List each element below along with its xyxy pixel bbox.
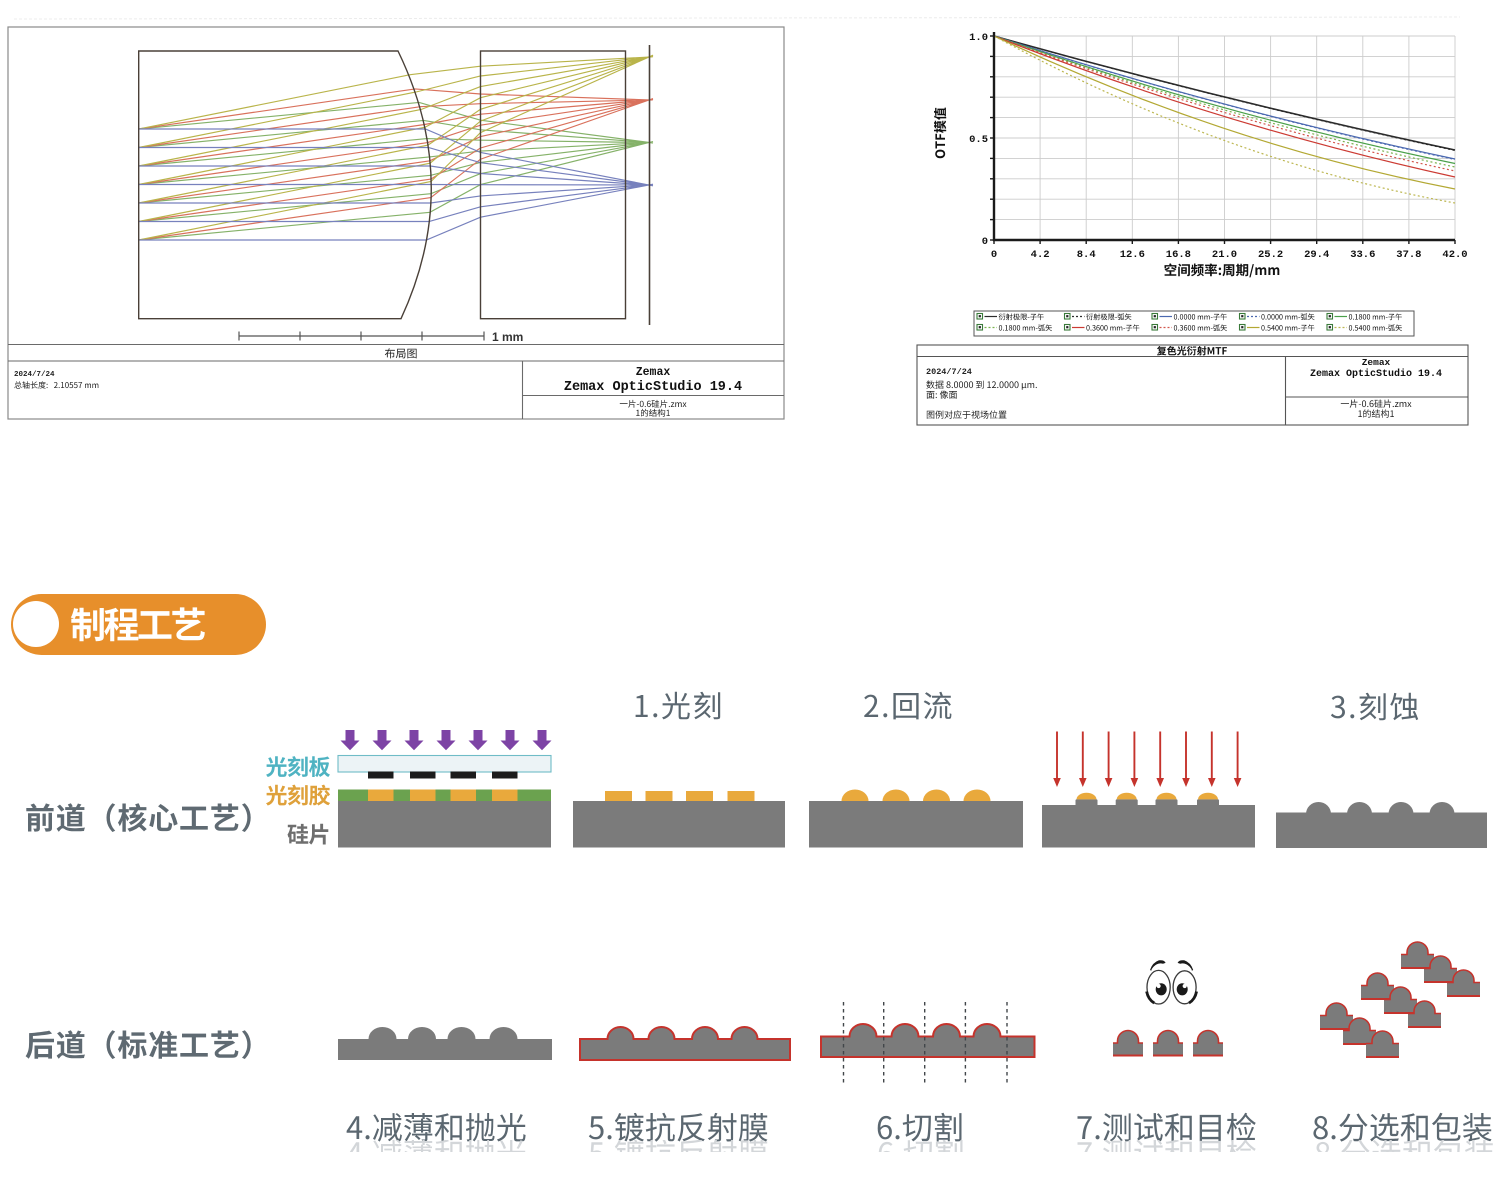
svg-text:37.8: 37.8	[1396, 249, 1421, 261]
svg-text:Zemax OpticStudio 19.4: Zemax OpticStudio 19.4	[564, 380, 742, 395]
svg-text:12.6: 12.6	[1120, 249, 1145, 261]
svg-text:1 mm: 1 mm	[492, 330, 523, 344]
svg-text:Zemax OpticStudio 19.4: Zemax OpticStudio 19.4	[1310, 368, 1442, 380]
svg-text:2024/7/24: 2024/7/24	[14, 371, 55, 379]
svg-text:4.2: 4.2	[1031, 249, 1050, 261]
svg-text:33.6: 33.6	[1350, 249, 1375, 261]
svg-text:0.5: 0.5	[969, 134, 988, 146]
svg-text:42.0: 42.0	[1442, 249, 1467, 261]
svg-text:0: 0	[982, 236, 988, 248]
svg-text:Zemax: Zemax	[636, 366, 671, 379]
svg-text:25.2: 25.2	[1258, 249, 1283, 261]
svg-text:29.4: 29.4	[1304, 249, 1329, 261]
svg-text:16.8: 16.8	[1166, 249, 1191, 261]
svg-text:2024/7/24: 2024/7/24	[926, 367, 972, 377]
svg-text:21.0: 21.0	[1212, 249, 1237, 261]
svg-text:8.4: 8.4	[1077, 249, 1096, 261]
svg-text:Zemax: Zemax	[1362, 357, 1391, 368]
svg-text:0: 0	[991, 249, 997, 261]
svg-text:1.0: 1.0	[969, 32, 988, 44]
